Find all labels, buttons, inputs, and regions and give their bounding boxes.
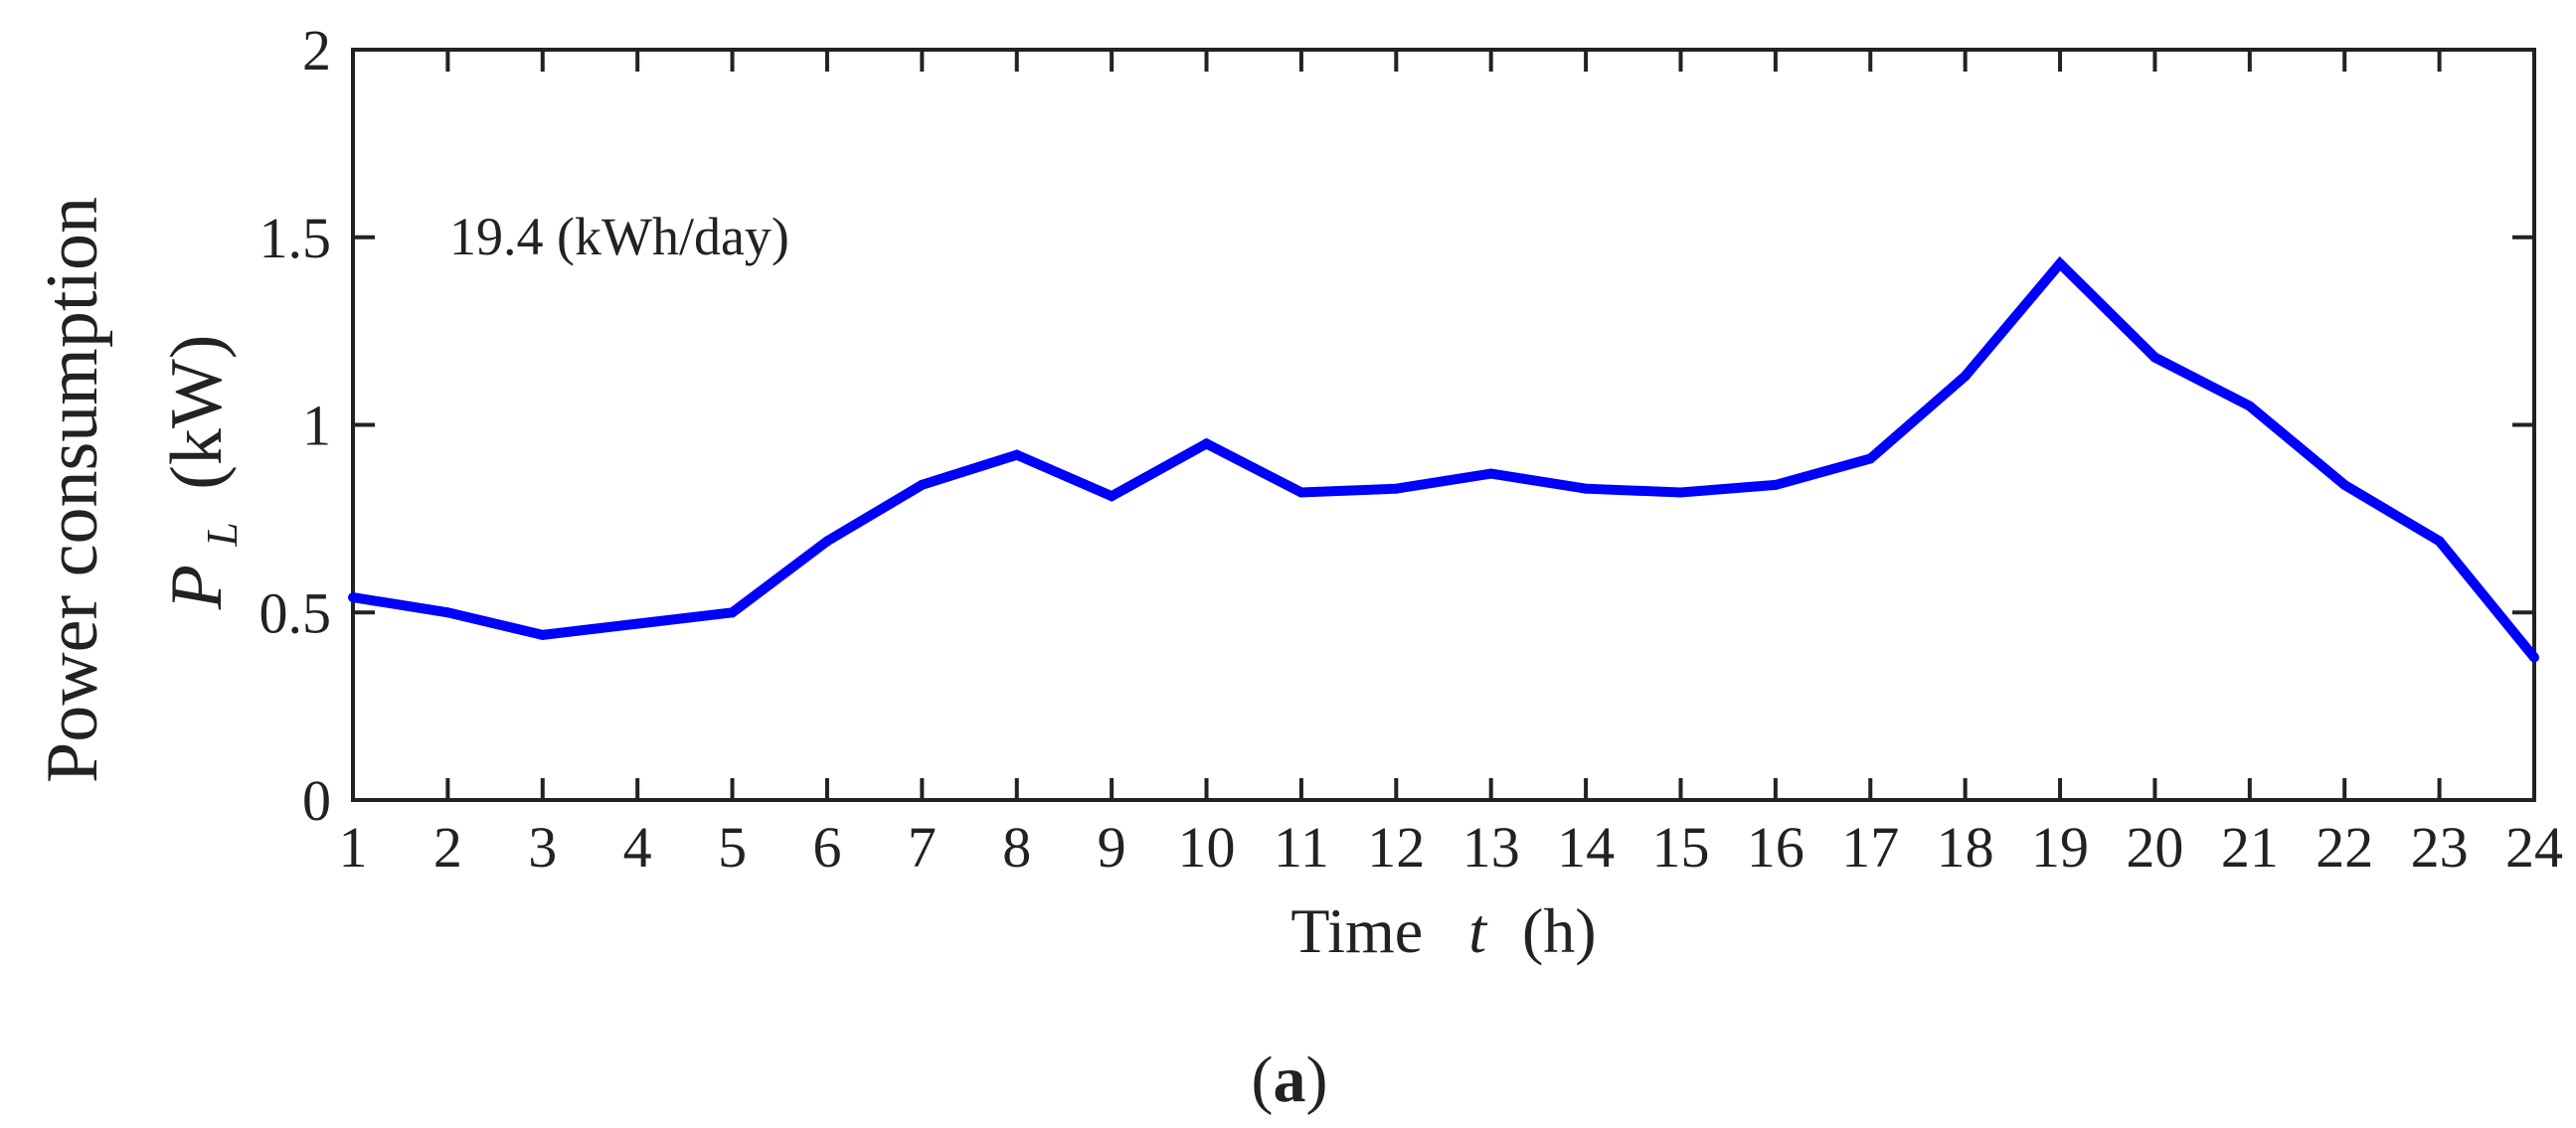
data-point xyxy=(1675,487,1686,498)
data-point xyxy=(2529,652,2539,663)
data-point xyxy=(917,479,928,490)
data-point xyxy=(2149,352,2160,363)
data-point xyxy=(442,607,453,618)
x-tick-label: 18 xyxy=(1937,815,1994,880)
y-tick-label: 1.5 xyxy=(259,206,332,270)
data-point xyxy=(1960,371,1971,382)
y-tick-label: 1 xyxy=(302,394,331,458)
caption-close: ) xyxy=(1306,1044,1328,1116)
data-point xyxy=(632,618,643,629)
data-points xyxy=(348,258,2539,663)
y-tick-label: 0.5 xyxy=(259,580,332,645)
x-tick-label: 1 xyxy=(339,815,368,880)
x-tick-label: 13 xyxy=(1462,815,1520,880)
data-point xyxy=(2244,401,2255,411)
x-tick-labels: 1 2 3 4 5 6 7 8 9 10 11 12 13 14 15 16 17 18 19 20 21 22 23 24 xyxy=(339,815,2564,880)
y-axis-label-unit: (kW) xyxy=(156,335,238,490)
data-point xyxy=(1391,483,1402,494)
x-tick-label: 12 xyxy=(1367,815,1425,880)
data-point xyxy=(1581,483,1592,494)
x-tick-label: 17 xyxy=(1841,815,1899,880)
data-point xyxy=(1770,479,1781,490)
data-point xyxy=(822,536,832,547)
data-point xyxy=(1011,449,1022,460)
series-line xyxy=(352,255,2538,661)
x-tick-label: 16 xyxy=(1747,815,1804,880)
y-axis-label-line2: P L (kW) xyxy=(156,335,254,611)
data-point xyxy=(1485,468,1496,479)
data-point xyxy=(727,607,738,618)
data-point xyxy=(1295,487,1306,498)
x-tick-label: 10 xyxy=(1178,815,1236,880)
data-point xyxy=(1107,491,1117,502)
y-axis-label-sub: L xyxy=(198,522,247,547)
x-tick-label: 4 xyxy=(623,815,652,880)
x-tick-label: 14 xyxy=(1557,815,1615,880)
data-point xyxy=(2339,479,2350,490)
y-tick-label: 2 xyxy=(302,18,331,82)
data-point xyxy=(537,629,548,640)
x-tick-label: 19 xyxy=(2031,815,2089,880)
x-tick-label: 22 xyxy=(2316,815,2373,880)
x-tick-label: 8 xyxy=(1002,815,1031,880)
plot-frame xyxy=(351,48,2536,802)
x-tick-label: 20 xyxy=(2126,815,2183,880)
x-axis-label-unit: (h) xyxy=(1522,895,1597,966)
data-point xyxy=(1201,438,1212,449)
x-tick-label: 15 xyxy=(1651,815,1709,880)
x-tick-label: 7 xyxy=(908,815,937,880)
data-point xyxy=(2434,536,2445,547)
tick-marks xyxy=(351,48,2536,802)
x-tick-label: 21 xyxy=(2221,815,2279,880)
x-axis-label-var: t xyxy=(1468,895,1488,966)
x-tick-label: 6 xyxy=(812,815,841,880)
data-point xyxy=(2055,258,2065,269)
x-tick-label: 5 xyxy=(718,815,747,880)
y-tick-labels: 0 0.5 1 1.5 2 xyxy=(259,18,332,833)
x-tick-label: 24 xyxy=(2505,815,2563,880)
x-tick-label: 3 xyxy=(528,815,557,880)
data-point xyxy=(1865,453,1876,464)
y-axis-label-line1: Power consumption xyxy=(32,197,113,783)
caption-letter: a xyxy=(1274,1044,1306,1116)
x-tick-label: 9 xyxy=(1098,815,1126,880)
data-point xyxy=(348,592,358,603)
y-axis-label-var: P xyxy=(156,564,238,610)
figure-caption: (a) xyxy=(1252,1044,1328,1116)
x-axis-label-text: Time xyxy=(1290,895,1423,966)
caption-open: ( xyxy=(1252,1044,1274,1116)
y-tick-label: 0 xyxy=(302,768,331,833)
x-tick-label: 23 xyxy=(2411,815,2469,880)
x-axis-label: Time t (h) xyxy=(1290,895,1596,966)
x-tick-label: 11 xyxy=(1274,815,1329,880)
energy-annotation: 19.4 (kWh/day) xyxy=(449,207,789,266)
x-tick-label: 2 xyxy=(433,815,462,880)
